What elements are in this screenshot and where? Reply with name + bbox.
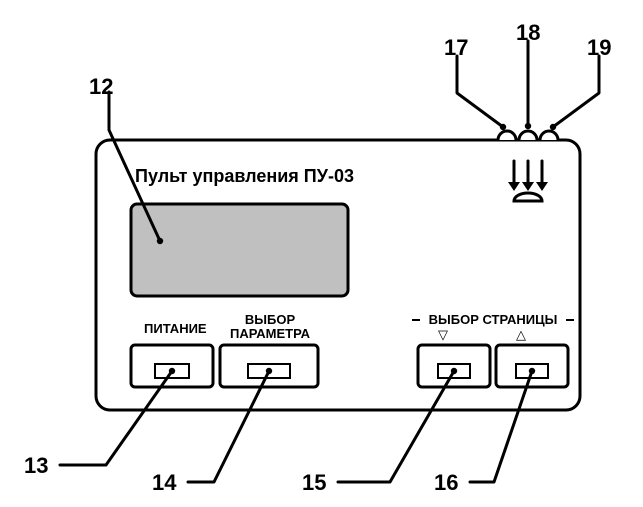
callout-14-label: 14 <box>152 470 176 496</box>
page-up-triangle-icon: △ <box>516 327 526 343</box>
callout-13-label: 13 <box>24 453 48 479</box>
callout-17-label: 17 <box>444 35 468 61</box>
page-down-triangle-icon: ▽ <box>438 327 448 343</box>
diagram-stage: Пульт управления ПУ-03 ПИТАНИЕ ВЫБОРПАРА… <box>0 0 643 507</box>
callout-19-label: 19 <box>587 35 611 61</box>
callout-15-label: 15 <box>302 470 326 496</box>
power-button-label: ПИТАНИЕ <box>144 322 204 336</box>
callout-18-label: 18 <box>516 20 540 46</box>
callout-16-label: 16 <box>434 470 458 496</box>
callout-12-label: 12 <box>89 74 113 100</box>
page-group-label: ВЫБОР СТРАНИЦЫ <box>416 313 570 327</box>
device-title: Пульт управления ПУ-03 <box>135 166 354 187</box>
param-button-label: ВЫБОРПАРАМЕТРА <box>225 313 315 340</box>
